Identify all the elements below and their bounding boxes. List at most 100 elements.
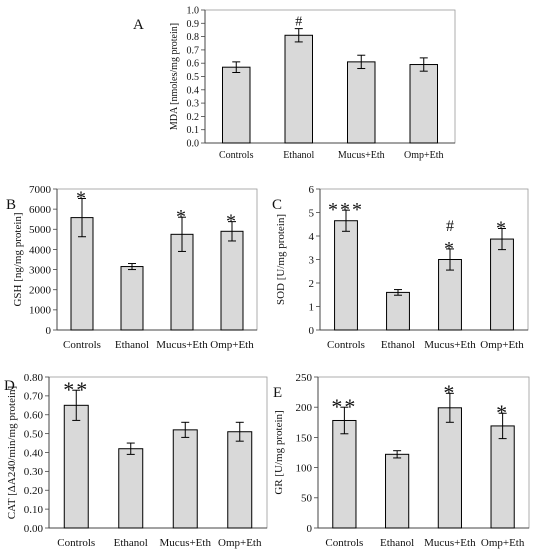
significance-marker: * bbox=[226, 211, 238, 233]
chart-panel-d: D 0.00 0.10 0.20 0.30 0.40 0.50 0.60 0.70 0.80 CAT… bbox=[4, 372, 268, 549]
x-tick-label: Omp+Eth bbox=[218, 537, 262, 549]
y-axis-label: SOD [U/mg protein] bbox=[275, 214, 287, 305]
y-tick-label: 0.70 bbox=[24, 391, 44, 403]
significance-marker: * bbox=[496, 400, 509, 425]
significance-marker: * bbox=[444, 238, 456, 260]
y-tick-label: 2 bbox=[309, 278, 315, 290]
x-tick-label: Controls bbox=[325, 537, 363, 549]
bar-mucus-eth bbox=[347, 61, 376, 144]
panel-letter: D bbox=[4, 378, 15, 394]
y-tick-label: 5 bbox=[309, 207, 315, 219]
y-tick-label: 50 bbox=[301, 493, 313, 505]
significance-marker: ** bbox=[331, 394, 357, 419]
panel-letter: E bbox=[273, 385, 282, 401]
y-tick-label: 0.4 bbox=[187, 85, 200, 96]
x-tick-label: Omp+Eth bbox=[210, 339, 254, 351]
y-tick-label: 0.0 bbox=[187, 139, 200, 150]
y-tick-label: 200 bbox=[296, 402, 313, 414]
y-tick-label: 0.9 bbox=[187, 19, 200, 30]
y-tick-label: 0.2 bbox=[187, 112, 200, 123]
y-tick-label: 0.6 bbox=[187, 59, 200, 70]
bar-omp-eth bbox=[220, 230, 244, 331]
y-tick-label: 0.60 bbox=[24, 410, 44, 422]
x-tick-label: Controls bbox=[63, 339, 101, 351]
y-tick-label: 0.8 bbox=[187, 32, 200, 43]
chart-panel-e: E 0 50 100 150 200 250 GR [U/mg protein] Control… bbox=[273, 372, 530, 549]
significance-marker: # bbox=[295, 15, 302, 30]
y-tick-label: 0.5 bbox=[187, 72, 200, 83]
significance-marker: * bbox=[76, 187, 88, 209]
y-tick-label: 0 bbox=[307, 523, 313, 535]
bar-omp-eth bbox=[490, 238, 514, 331]
y-tick-label: 1.0 bbox=[187, 6, 200, 17]
y-tick-label: 0.1 bbox=[187, 125, 200, 136]
y-tick-label: 0.00 bbox=[24, 523, 44, 535]
chart-panel-a: A 0.0 0.1 0.2 0.3 0.4 0.5 0.6 0.7 0.8 0.9 1.0 MDA [n… bbox=[133, 6, 456, 161]
y-tick-label: 6 bbox=[309, 184, 315, 196]
chart-panel-c: C 0 1 2 3 4 5 6 SOD [U/mg protein] Controls *** Eth… bbox=[272, 184, 529, 351]
x-tick-label: Ethanol bbox=[380, 537, 414, 549]
x-tick-label: Controls bbox=[219, 150, 254, 161]
bar-omp-eth bbox=[227, 431, 253, 529]
y-tick-label: 7000 bbox=[29, 184, 52, 196]
bar-omp-eth bbox=[409, 64, 438, 144]
y-tick-label: 6000 bbox=[29, 204, 52, 216]
y-tick-label: 4000 bbox=[29, 244, 52, 256]
x-tick-label: Ethanol bbox=[283, 150, 314, 161]
y-axis-label: CAT [ΔA240/min/mg protein] bbox=[6, 386, 18, 519]
y-tick-label: 3 bbox=[309, 254, 315, 266]
y-tick-label: 0.7 bbox=[187, 45, 200, 56]
y-tick-label: 100 bbox=[296, 462, 313, 474]
y-axis-label: GSH [ng/mg protein] bbox=[12, 212, 24, 306]
y-tick-label: 0.50 bbox=[24, 428, 44, 440]
x-tick-label: Mucus+Eth bbox=[160, 537, 212, 549]
y-axis-label: MDA [nmoles/mg protein] bbox=[169, 23, 180, 130]
bar-controls bbox=[222, 66, 251, 144]
y-tick-label: 2000 bbox=[29, 285, 52, 297]
y-tick-label: 0 bbox=[46, 325, 52, 337]
y-tick-label: 0.80 bbox=[24, 372, 44, 384]
significance-marker: ** bbox=[63, 377, 89, 402]
x-tick-label: Ethanol bbox=[114, 537, 148, 549]
y-tick-label: 0.40 bbox=[24, 447, 44, 459]
x-tick-label: Omp+Eth bbox=[481, 537, 525, 549]
x-tick-label: Mucus+Eth bbox=[424, 339, 476, 351]
y-tick-label: 0.3 bbox=[187, 99, 200, 110]
panel-letter: A bbox=[133, 17, 144, 33]
y-tick-label: 0.20 bbox=[24, 485, 44, 497]
x-tick-label: Mucus+Eth bbox=[424, 537, 476, 549]
y-tick-label: 150 bbox=[296, 432, 313, 444]
bar-ethanol bbox=[120, 266, 144, 331]
bar-mucus-eth bbox=[437, 407, 462, 529]
y-tick-label: 5000 bbox=[29, 224, 52, 236]
x-tick-label: Controls bbox=[57, 537, 95, 549]
bar-omp-eth bbox=[490, 425, 515, 529]
x-tick-label: Ethanol bbox=[115, 339, 149, 351]
bar-ethanol bbox=[386, 291, 410, 331]
bar-controls bbox=[334, 220, 358, 331]
bar-ethanol bbox=[118, 448, 144, 529]
significance-marker: *** bbox=[328, 199, 364, 221]
x-tick-label: Mucus+Eth bbox=[338, 150, 385, 161]
y-tick-label: 4 bbox=[309, 231, 315, 243]
y-tick-label: 0 bbox=[309, 325, 315, 337]
x-tick-label: Controls bbox=[327, 339, 365, 351]
y-tick-label: 3000 bbox=[29, 264, 52, 276]
bar-mucus-eth bbox=[172, 429, 198, 529]
bar-controls bbox=[332, 419, 357, 529]
y-tick-label: 1000 bbox=[29, 305, 52, 317]
panel-letter: B bbox=[6, 197, 16, 213]
x-tick-label: Omp+Eth bbox=[480, 339, 524, 351]
x-tick-label: Omp+Eth bbox=[404, 150, 444, 161]
x-tick-label: Ethanol bbox=[381, 339, 415, 351]
significance-marker: * bbox=[176, 206, 188, 228]
bar-ethanol bbox=[385, 453, 410, 529]
significance-marker: # bbox=[446, 218, 454, 235]
panel-letter: C bbox=[272, 197, 282, 213]
y-tick-label: 0.30 bbox=[24, 466, 44, 478]
y-tick-label: 0.10 bbox=[24, 504, 44, 516]
significance-marker: * bbox=[496, 217, 508, 239]
bar-ethanol bbox=[284, 34, 313, 144]
y-axis-label: GR [U/mg protein] bbox=[273, 410, 285, 494]
